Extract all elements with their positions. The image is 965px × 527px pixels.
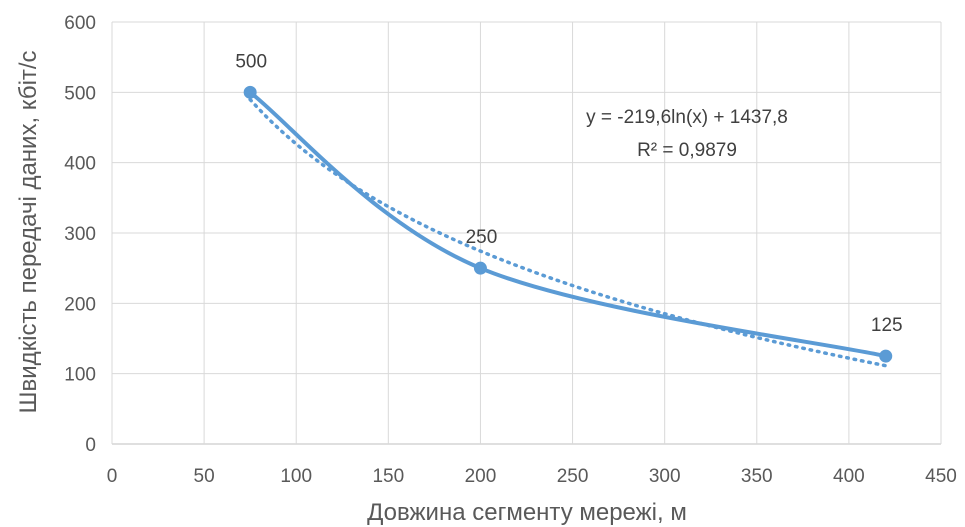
x-tick-label: 100: [280, 466, 312, 487]
grid: [111, 21, 942, 445]
x-axis-title: Довжина сегменту мережі, м: [367, 499, 687, 526]
series-layer: [243, 85, 893, 363]
y-tick-label: 300: [64, 224, 96, 245]
data-labels: 500 250 125: [235, 51, 902, 336]
trendline-equation: y = -219,6ln(x) + 1437,8: [586, 107, 788, 128]
data-label: 125: [871, 315, 903, 336]
x-tick-label: 250: [557, 466, 589, 487]
data-label: 500: [235, 51, 267, 72]
y-tick-label: 200: [64, 294, 96, 315]
y-tick-label: 600: [64, 13, 96, 34]
y-tick-label: 400: [64, 154, 96, 175]
x-tick-label: 0: [107, 466, 118, 487]
tick-labels: 0 100 200 300 400 500 600 0 50 100 150 200 250 300 350…: [64, 13, 957, 487]
y-tick-label: 500: [64, 83, 96, 104]
x-tick-label: 350: [741, 466, 773, 487]
x-tick-label: 300: [649, 466, 681, 487]
x-tick-label: 400: [833, 466, 865, 487]
x-tick-label: 200: [465, 466, 497, 487]
series-line: [248, 90, 888, 359]
data-label: 250: [466, 227, 498, 248]
y-tick-label: 0: [85, 435, 96, 456]
x-tick-label: 450: [925, 466, 957, 487]
data-point: [879, 349, 893, 363]
data-point: [473, 261, 487, 275]
y-tick-label: 100: [64, 365, 96, 386]
trendline-r-squared: R² = 0,9879: [637, 140, 737, 161]
data-point: [243, 85, 257, 99]
x-tick-label: 50: [194, 466, 215, 487]
y-axis-title: Швидкість передачі даних, кбіт/с: [15, 50, 42, 413]
x-tick-label: 150: [372, 466, 404, 487]
